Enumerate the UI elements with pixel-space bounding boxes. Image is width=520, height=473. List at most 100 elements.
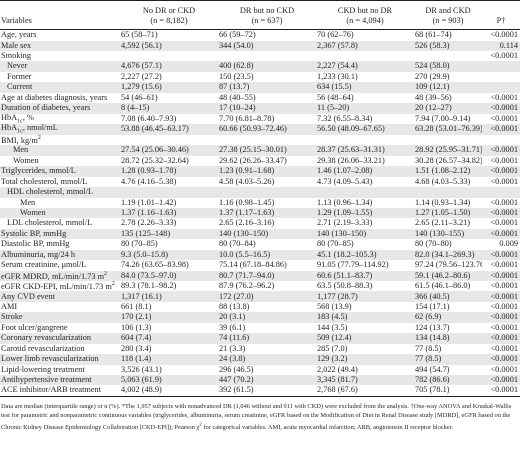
cell-value: 124 (13.7) (415, 322, 450, 332)
table-row: Carotid revascularization 280 (3.4) 21 (3.… (0, 344, 520, 354)
cell-value: 97.24 (79.56–123.76) (415, 260, 482, 270)
cell-value: 88 (13.8) (219, 301, 250, 311)
cell-value: 568 (13.9) (317, 301, 352, 311)
row-label: Male sex (0, 40, 120, 51)
cell-value: 1,233 (30.1) (317, 71, 358, 81)
cell-value: 30.28 (26.57–34.82) (415, 155, 482, 165)
cell-value: 8 (4–15) (120, 103, 218, 114)
cell-value: 84.0 (73.5–97.0) (120, 270, 218, 281)
cell-value: 82.0 (34.1–269.3) (414, 249, 482, 261)
cell-p-value: <0.0001 (490, 92, 519, 102)
cell-value: 91.05 (77.79–114.92) (317, 260, 389, 270)
cell-value: 59.1 (46.2–80.6) (414, 270, 482, 281)
cell-value: 75.14 (67.18–84.86) (219, 260, 287, 270)
cell-value: 4.73 (4.09–5.43) (317, 176, 373, 186)
row-label: LDL cholesterol, mmol/L (7, 218, 93, 228)
cell-p-value: <0.0001 (490, 364, 519, 374)
table-row: LDL cholesterol, mmol/L 2.78 (2.26–3.33) 2… (0, 218, 520, 228)
cell-value: 1.37 (1.17–1.63) (218, 207, 316, 219)
header-col-n: (n = 8,182) (150, 15, 188, 25)
cell-value: 2.78 (2.26–3.33) (121, 218, 177, 228)
cell-value: 172 (27.0) (218, 291, 316, 302)
cell-value: 1.13 (0.96–1.34) (317, 197, 373, 207)
cell-value: 65 (58–71) (121, 30, 158, 40)
cell-value: 7.32 (6.55–8.34) (317, 113, 373, 123)
cell-p-value: <0.0001 (482, 374, 520, 386)
row-label: BMI, kg/m2 (1, 135, 41, 145)
cell-value: 4,676 (57.1) (120, 61, 218, 72)
cell-value: 45.1 (18.2–105.3) (316, 249, 414, 261)
cell-value: 1.16 (0.98–1.45) (219, 197, 275, 207)
cell-p-value: <0.0001 (482, 333, 520, 344)
table-footnote: Data are median (interquartile range) or… (1, 402, 512, 431)
cell-value: 129 (3.2) (316, 354, 414, 365)
cell-p-value: <0.0001 (482, 166, 520, 177)
cell-value (316, 187, 414, 198)
table-row: AMI 661 (8.1) 88 (13.8) 568 (13.9) 154 (17.1… (0, 302, 520, 312)
cell-p-value (482, 72, 520, 82)
row-label: Smoking (1, 51, 31, 60)
row-label: Age at diabetes diagnosis, years (1, 92, 108, 102)
row-label: Total cholesterol, mmol/L (1, 176, 88, 186)
cell-value: 106 (1.3) (121, 322, 152, 332)
cell-p-value: <0.0001 (490, 51, 519, 60)
cell-value: 77 (8.5) (414, 354, 482, 365)
cell-value: 5,063 (61.9) (120, 374, 218, 386)
cell-value: 4.76 (4.16–5.38) (121, 176, 177, 186)
cell-p-value: <0.0001 (490, 155, 519, 165)
cell-value: 1.46 (1.07–2.08) (316, 166, 414, 177)
cell-value: 2,022 (49.4) (317, 364, 358, 374)
header-col-n: (n = 4,094) (346, 15, 384, 25)
row-label: HDL cholesterol, mmol/L (0, 187, 120, 198)
cell-value: 17 (10–24) (218, 103, 316, 114)
cell-value (218, 187, 316, 198)
cell-value: 62 (6.9) (414, 312, 482, 323)
table-row: Women 28.72 (25.32–32.64) 29.62 (26.26–33.… (0, 156, 520, 166)
cell-p-value: <0.0001 (490, 260, 519, 270)
cell-value: 87 (13.7) (218, 82, 316, 93)
row-label: Current (0, 82, 120, 93)
cell-value: 134 (14.8) (414, 333, 482, 344)
cell-value: 344 (54.0) (218, 40, 316, 51)
cell-value: 20 (12–27) (414, 103, 482, 114)
cell-value: 4.68 (4.03–5.33) (415, 176, 471, 186)
cell-value: 109 (12.1) (414, 82, 482, 93)
cell-value: 154 (17.1) (415, 301, 450, 311)
cell-value: 118 (1.4) (120, 354, 218, 365)
cell-p-value: <0.0001 (482, 249, 520, 261)
header-col-name: DR but no CKD (239, 6, 295, 15)
table-row: ACE inhibitor/ARB treatment 4,002 (48.9) 3… (0, 385, 520, 397)
cell-value: 89.3 (78.1–98.2) (121, 281, 177, 291)
cell-value: 4,592 (56.1) (120, 40, 218, 51)
header-col-n: (n = 903) (432, 15, 464, 25)
table-row: Systolic BP, mmHg 135 (125–148) 140 (130–1… (0, 228, 520, 240)
row-label: Triglycerides, mmol/L (0, 166, 120, 177)
cell-value: 150 (23.5) (219, 71, 254, 81)
cell-value: 11 (5–20) (316, 103, 414, 114)
cell-p-value: <0.0001 (482, 207, 520, 219)
cell-value: 63.28 (53.01–76.39) (414, 124, 482, 135)
cell-value: 48 (39–56) (415, 92, 452, 102)
cell-p-value: <0.0001 (490, 281, 519, 291)
cell-value: 1,279 (15.6) (120, 82, 218, 93)
table-row: Duration of diabetes, years 8 (4–15) 17 (1… (0, 103, 520, 114)
cell-value: 56 (48–64) (317, 92, 354, 102)
table-row: Triglycerides, mmol/L 1.28 (0.93–1.78) 1.2… (0, 166, 520, 177)
cell-value: 526 (58.3) (414, 40, 482, 51)
cell-value: 80.7 (71.7–94.0) (218, 270, 316, 281)
table-row: HbA1c, % 7.08 (6.40–7.93) 7.70 (6.81–8.78)… (0, 114, 520, 125)
cell-value: 1.51 (1.08–2.12) (414, 166, 482, 177)
cell-p-value: <0.0001 (482, 103, 520, 114)
cell-value (218, 135, 316, 145)
cell-value: 53.88 (46.45–63.17) (120, 124, 218, 135)
cell-value: 66 (59–72) (219, 30, 256, 40)
table-row: Women 1.37 (1.16–1.63) 1.37 (1.17–1.63) 1.2… (0, 207, 520, 219)
cell-value: 7.94 (7.00–9.14) (415, 113, 471, 123)
cell-value: 80 (70–85) (317, 239, 354, 249)
cell-value (414, 187, 482, 198)
cell-p-value: <0.0001 (490, 218, 519, 228)
table-row: Foot ulcer/gangrene 106 (1.3) 39 (6.1) 144 … (0, 323, 520, 333)
cell-value (218, 51, 316, 61)
cell-value: 285 (7.0) (317, 343, 348, 353)
cell-value: 3,526 (43.1) (121, 364, 162, 374)
